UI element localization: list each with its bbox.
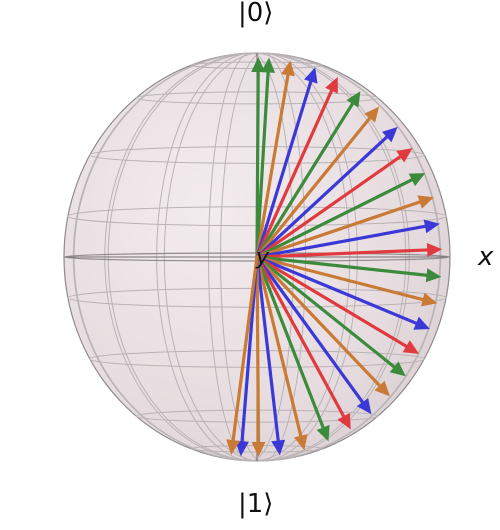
vector-6 — [255, 91, 361, 259]
vector-16-shaft — [255, 255, 418, 325]
vector-11 — [255, 195, 434, 259]
vector-21-head — [337, 412, 351, 430]
vector-15-shaft — [255, 255, 425, 302]
vector-20-shaft — [255, 255, 365, 404]
vector-19-shaft — [255, 255, 382, 388]
vector-4-head — [304, 67, 318, 84]
vector-2-head — [261, 57, 276, 73]
vector-24-shaft — [255, 255, 280, 443]
vector-27 — [226, 255, 259, 455]
vector-4-shaft — [255, 79, 313, 259]
vector-24 — [255, 255, 286, 456]
vector-11-shaft — [255, 200, 422, 259]
vector-9-head — [396, 148, 413, 163]
vector-6-head — [346, 91, 361, 108]
vector-19-head — [374, 380, 390, 397]
vector-9 — [255, 148, 413, 259]
ket-zero-label: |0⟩ — [238, 0, 274, 28]
vector-17-head — [402, 340, 420, 354]
vector-14 — [255, 255, 442, 283]
vector-23-head — [294, 434, 308, 451]
vector-7-head — [364, 106, 380, 123]
vector-21 — [255, 255, 351, 430]
x-axis-label: x — [478, 242, 494, 272]
vector-12-shaft — [255, 224, 427, 259]
vector-14-head — [425, 268, 442, 283]
vector-1-head — [251, 57, 266, 73]
vector-5-head — [325, 77, 338, 94]
vector-25 — [251, 255, 266, 457]
vector-27-shaft — [231, 255, 259, 442]
vector-27-head — [226, 439, 241, 455]
vector-12 — [255, 219, 440, 259]
vector-14-shaft — [255, 255, 429, 277]
vector-24-head — [271, 439, 286, 456]
vector-15-head — [421, 292, 438, 307]
vector-3-shaft — [255, 73, 290, 259]
ket-one-label: |1⟩ — [238, 489, 274, 519]
vector-1 — [251, 57, 266, 259]
vector-18 — [255, 255, 406, 377]
vector-16 — [255, 255, 430, 330]
vector-8-shaft — [255, 135, 389, 259]
vector-9-shaft — [255, 155, 402, 259]
vector-10-shaft — [255, 178, 414, 259]
vector-22-shaft — [255, 255, 325, 430]
vector-13-head — [426, 243, 443, 257]
vector-10 — [255, 173, 426, 259]
vector-23-shaft — [255, 255, 303, 438]
vector-26-head — [235, 440, 249, 457]
vector-18-shaft — [255, 255, 396, 369]
y-axis-label: y — [256, 245, 270, 270]
vector-22 — [255, 255, 330, 442]
vector-21-shaft — [255, 255, 346, 418]
vector-25-head — [251, 441, 266, 457]
vector-8 — [255, 126, 398, 259]
vector-13-shaft — [255, 248, 429, 259]
vector-4 — [255, 67, 318, 259]
vector-5 — [255, 77, 338, 259]
vector-5-shaft — [255, 89, 334, 259]
vector-15 — [255, 255, 438, 307]
vector-17-shaft — [255, 255, 408, 348]
vector-6-shaft — [255, 102, 355, 259]
vector-22-head — [316, 424, 330, 442]
vector-18-head — [389, 361, 406, 377]
vector-12-head — [423, 219, 440, 234]
vector-25-shaft — [255, 255, 261, 444]
vector-2-shaft — [255, 70, 270, 259]
vector-20 — [255, 255, 372, 415]
vector-17 — [255, 255, 420, 354]
vector-13 — [255, 243, 443, 259]
vector-3-head — [281, 60, 295, 77]
vector-8-head — [382, 126, 398, 143]
vector-11-head — [417, 195, 434, 209]
vector-16-head — [413, 316, 430, 330]
vector-7-shaft — [255, 116, 372, 259]
vector-3 — [255, 60, 295, 259]
vector-7 — [255, 106, 380, 259]
state-vectors — [226, 57, 443, 457]
vector-2 — [255, 57, 276, 259]
vector-10-head — [408, 173, 426, 187]
vector-19 — [255, 255, 390, 397]
vector-23 — [255, 255, 308, 451]
vector-1-shaft — [255, 70, 260, 259]
vector-20-head — [356, 398, 372, 415]
